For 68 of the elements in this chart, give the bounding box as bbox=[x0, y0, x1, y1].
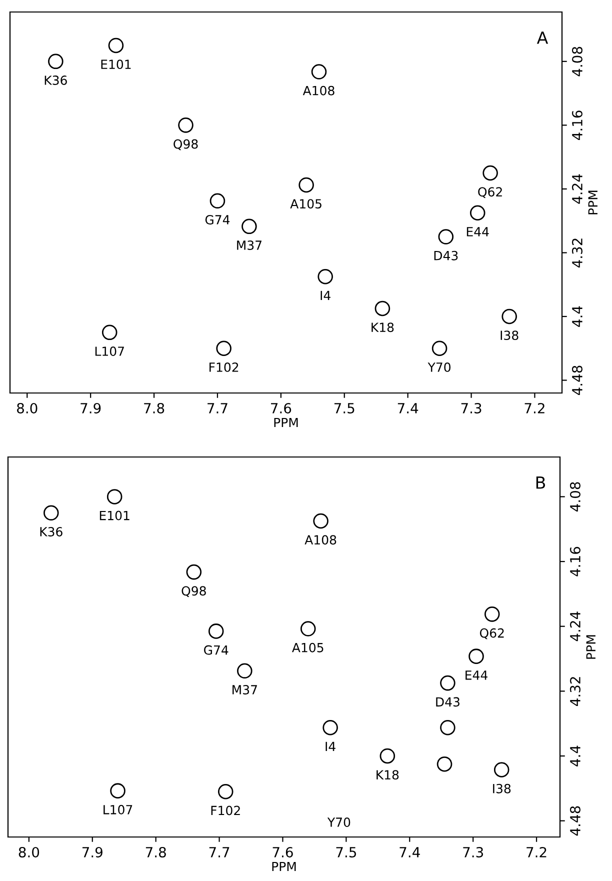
x-tick-label: 7.9 bbox=[82, 846, 102, 858]
x-tick-label: 7.3 bbox=[461, 402, 482, 414]
annotation: E44 bbox=[466, 670, 488, 680]
annotation: D43 bbox=[436, 697, 460, 707]
x-tick-label: 7.2 bbox=[524, 402, 544, 414]
y-tick-label: 4.48 bbox=[570, 806, 580, 836]
annotation: Q62 bbox=[478, 187, 502, 198]
x-tick-label: 7.5 bbox=[334, 403, 354, 414]
annotation: F102 bbox=[210, 362, 238, 372]
y-tick-label: 4.4 bbox=[572, 306, 582, 327]
annotation: K18 bbox=[376, 770, 399, 780]
x-tick-label: 7.9 bbox=[80, 402, 101, 414]
annotation: M37 bbox=[232, 685, 257, 694]
y-axis-title: PPM bbox=[588, 190, 598, 214]
x-tick-label: 8.0 bbox=[18, 846, 40, 858]
x-tick-label: 7.2 bbox=[526, 846, 546, 858]
x-tick-label: 8.0 bbox=[17, 402, 38, 414]
x-tick-label: 7.4 bbox=[398, 403, 418, 414]
y-tick-label: 4.32 bbox=[572, 238, 582, 268]
annotation: A108 bbox=[302, 86, 334, 96]
x-tick-label: 7.5 bbox=[336, 847, 356, 858]
x-tick-label: 7.8 bbox=[144, 402, 164, 414]
x-axis-title: PPM bbox=[274, 418, 298, 428]
annotation: B bbox=[536, 476, 546, 489]
annotation: E101 bbox=[100, 510, 130, 520]
annotation: I4 bbox=[320, 290, 330, 300]
annotation: A bbox=[536, 32, 548, 44]
annotation: G74 bbox=[205, 215, 230, 224]
y-tick-label: 4.24 bbox=[572, 174, 582, 204]
x-tick-label: 7.4 bbox=[400, 847, 420, 858]
x-axis-title: PPM bbox=[272, 862, 296, 872]
y-tick-label: 4.4 bbox=[570, 746, 580, 766]
annotation: I4 bbox=[326, 742, 336, 752]
annotation: A108 bbox=[304, 535, 336, 545]
y-tick-label: 4.24 bbox=[570, 612, 580, 642]
annotation: A105 bbox=[292, 642, 324, 652]
x-tick-label: 7.7 bbox=[209, 847, 230, 858]
y-axis-title: PPM bbox=[586, 635, 596, 659]
annotation: K36 bbox=[44, 76, 67, 85]
annotation: D43 bbox=[434, 250, 458, 260]
annotation: I38 bbox=[500, 330, 518, 340]
annotation: A105 bbox=[290, 199, 322, 209]
annotation: Q98 bbox=[182, 586, 206, 598]
annotation: Y70 bbox=[327, 818, 350, 827]
annotation: K18 bbox=[372, 322, 394, 332]
annotation: I38 bbox=[493, 784, 511, 794]
y-tick-label: 4.32 bbox=[570, 677, 580, 706]
annotation: Q98 bbox=[174, 139, 198, 150]
y-tick-label: 4.48 bbox=[572, 366, 582, 396]
x-tick-label: 7.3 bbox=[463, 846, 484, 858]
annotation: M37 bbox=[237, 240, 262, 250]
y-tick-label: 4.08 bbox=[572, 46, 582, 76]
x-tick-label: 7.6 bbox=[272, 846, 293, 858]
annotation: L107 bbox=[95, 346, 124, 356]
y-tick-label: 4.08 bbox=[570, 482, 580, 512]
annotation: Y70 bbox=[428, 362, 450, 372]
annotation: F102 bbox=[211, 806, 240, 816]
x-tick-label: 7.8 bbox=[146, 846, 166, 858]
annotation: K36 bbox=[40, 527, 62, 536]
annotation: E101 bbox=[101, 60, 131, 70]
annotation: E44 bbox=[466, 227, 489, 236]
annotation: G74 bbox=[204, 645, 228, 655]
y-tick-label: 4.16 bbox=[570, 546, 580, 576]
annotation: Q62 bbox=[480, 628, 504, 640]
y-tick-label: 4.16 bbox=[572, 110, 582, 140]
x-tick-label: 7.7 bbox=[208, 403, 228, 414]
x-tick-label: 7.6 bbox=[271, 402, 292, 414]
annotation: L107 bbox=[104, 804, 132, 814]
